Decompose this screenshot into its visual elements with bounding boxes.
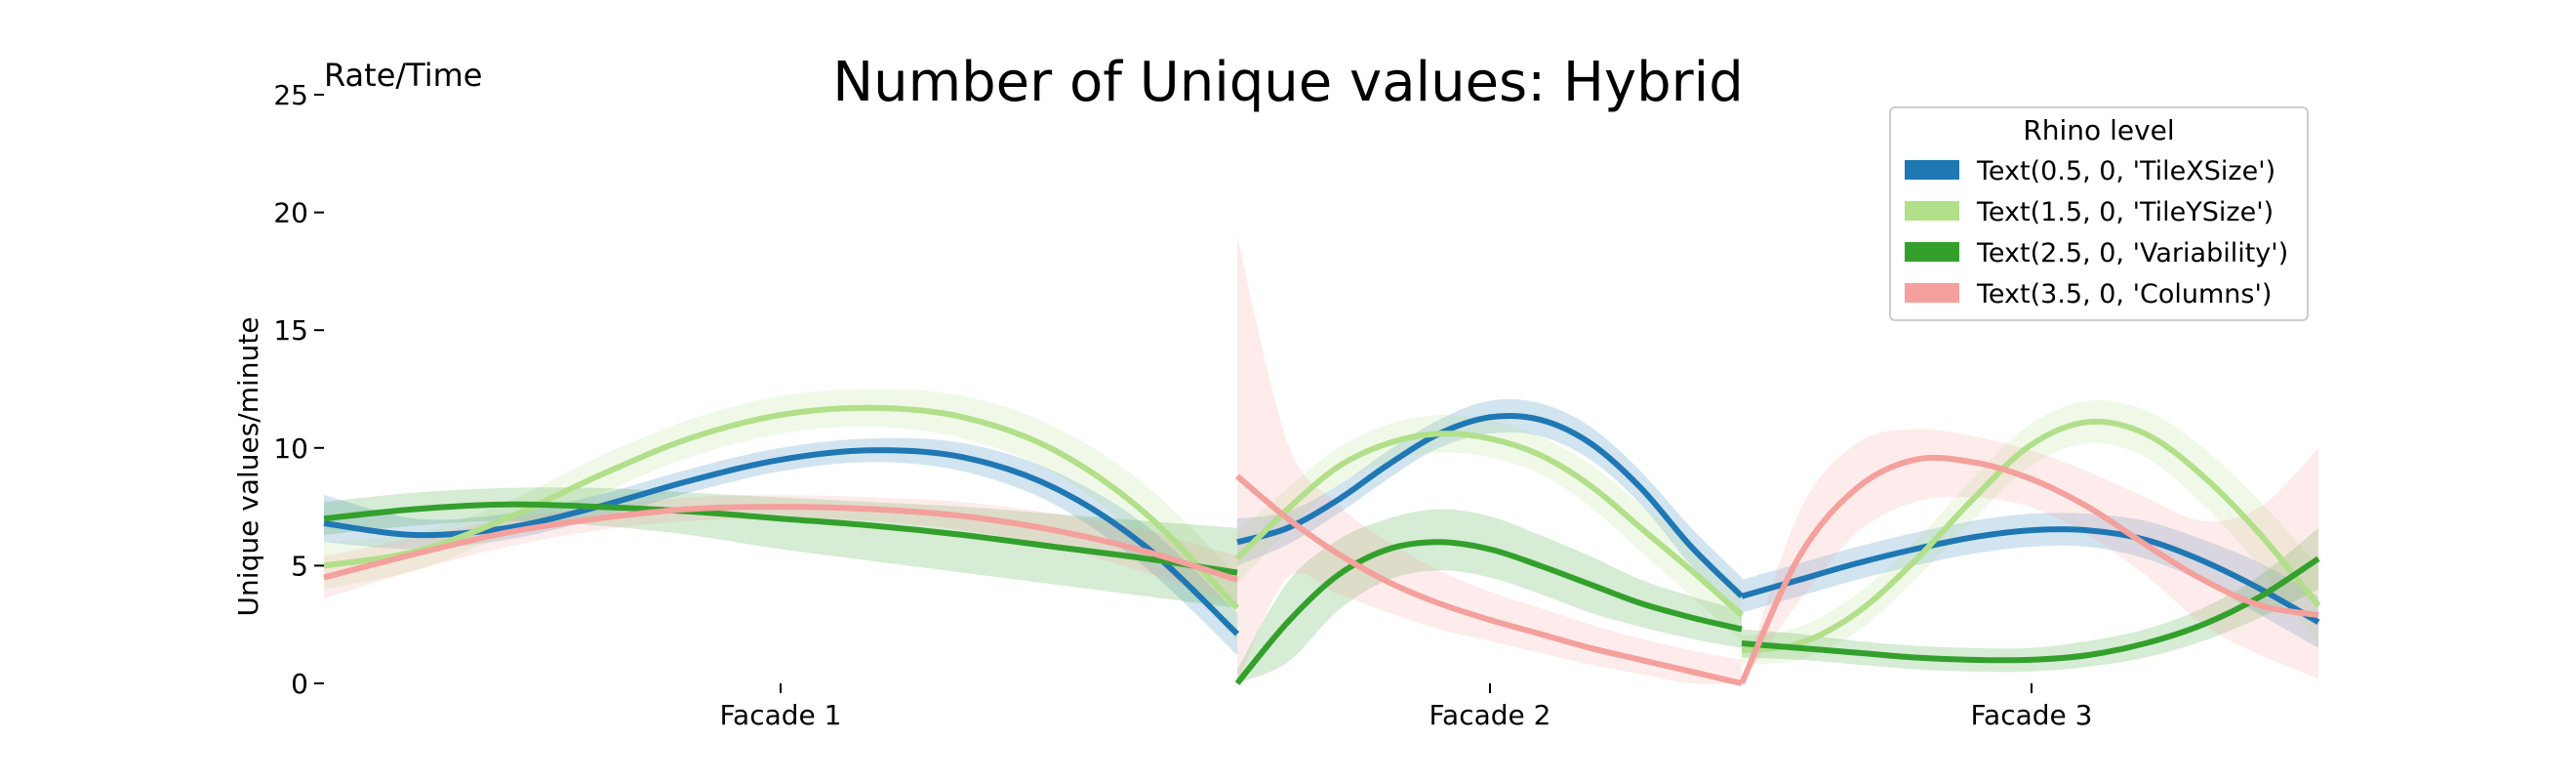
- y-tick-label: 15: [273, 314, 308, 347]
- y-tick-label: 20: [273, 197, 308, 229]
- chart-title: Number of Unique values: Hybrid: [832, 51, 1744, 114]
- legend-label: Text(1.5, 0, 'TileYSize'): [1976, 197, 2274, 227]
- confidence-band: [324, 389, 1237, 641]
- legend-title: Rhino level: [2023, 114, 2174, 146]
- y-tick-label: 10: [273, 432, 308, 465]
- confidence-band: [1237, 398, 1742, 616]
- corner-label: Rate/Time: [324, 57, 482, 94]
- confidence-band: [1237, 414, 1742, 641]
- y-axis-label: Unique values/minute: [232, 317, 264, 617]
- series-line: [1741, 555, 2320, 664]
- series-line: [323, 447, 1240, 637]
- x-tick-label: Facade 2: [1429, 699, 1551, 731]
- legend-frame: [1889, 106, 2309, 321]
- legend-swatch: [1905, 283, 1959, 303]
- legend: Rhino level Text(0.5, 0, 'TileXSize') Tex…: [1889, 106, 2309, 321]
- series-line: [1741, 526, 2320, 625]
- series-line: [1235, 473, 1743, 686]
- series-lines: [323, 404, 2321, 686]
- legend-swatch: [1905, 201, 1959, 221]
- series-line: [323, 404, 1240, 610]
- y-tick-label: 0: [291, 668, 308, 700]
- y-axis: 0 5 10 15 20 25: [273, 79, 324, 700]
- x-tick-label: Facade 1: [720, 699, 842, 731]
- legend-label: Text(2.5, 0, 'Variability'): [1976, 238, 2288, 268]
- series-line: [1234, 539, 1743, 685]
- y-tick-label: 5: [291, 550, 308, 582]
- legend-label: Text(3.5, 0, 'Columns'): [1976, 279, 2272, 309]
- legend-label: Text(0.5, 0, 'TileXSize'): [1976, 156, 2275, 186]
- confidence-band: [1742, 429, 2318, 683]
- series-line: [1739, 454, 2319, 685]
- y-tick-label: 25: [273, 79, 308, 111]
- x-axis: Facade 1 Facade 2 Facade 3: [720, 683, 2093, 731]
- series-line: [323, 501, 1238, 576]
- confidence-band: [1742, 399, 2318, 665]
- confidence-band: [1237, 509, 1742, 683]
- series-line: [1741, 418, 2321, 654]
- legend-swatch: [1905, 242, 1959, 262]
- legend-swatch: [1905, 160, 1959, 180]
- series-line: [323, 504, 1238, 583]
- series-line: [1236, 412, 1745, 598]
- series-line: [1234, 431, 1745, 618]
- x-tick-label: Facade 3: [1971, 699, 2093, 731]
